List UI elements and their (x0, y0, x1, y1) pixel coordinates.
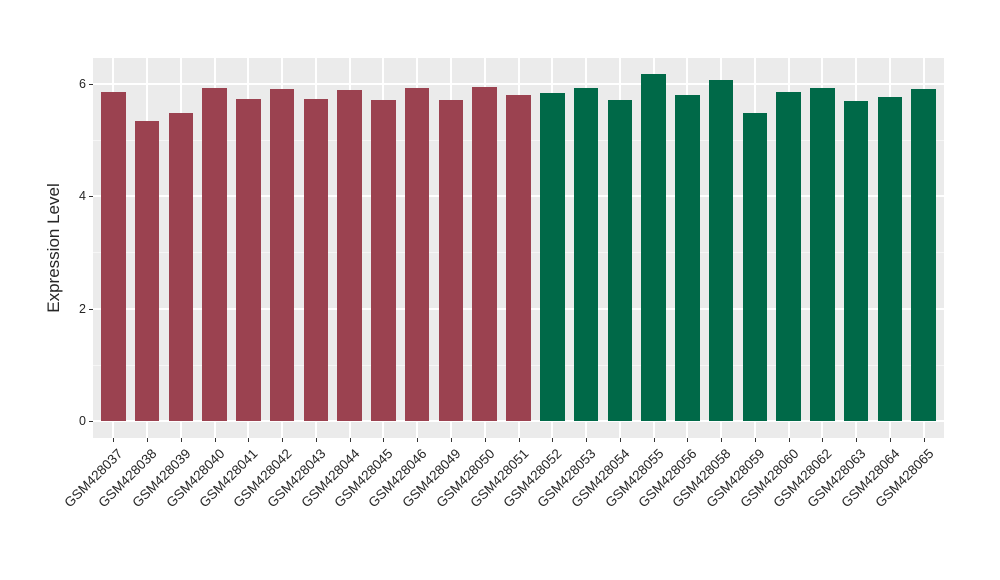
y-tick-label: 0 (79, 414, 86, 428)
y-tick-label: 6 (79, 76, 86, 91)
bar-GSM428055 (641, 74, 666, 421)
y-tick-label: 4 (79, 189, 86, 204)
bar-GSM428043 (303, 99, 329, 421)
x-tick (586, 438, 588, 442)
bar-GSM428065 (911, 89, 937, 421)
bar-GSM428041 (236, 99, 261, 421)
x-tick (889, 438, 891, 442)
bar-GSM428044 (337, 89, 362, 421)
x-tick (754, 438, 756, 442)
bar-GSM428062 (810, 87, 835, 421)
x-tick (383, 438, 385, 442)
y-tick (89, 196, 93, 198)
x-tick (484, 438, 486, 442)
x-tick (214, 438, 216, 442)
x-tick (315, 438, 317, 442)
x-tick (417, 438, 419, 442)
x-tick (619, 438, 621, 442)
bar-GSM428050 (472, 87, 498, 421)
bar-GSM428060 (776, 91, 801, 421)
x-tick (721, 438, 723, 442)
bar-GSM428063 (843, 100, 869, 421)
x-tick (653, 438, 655, 442)
y-axis-title: Expression Level (44, 183, 63, 313)
x-tick (248, 438, 250, 442)
y-tick (89, 421, 93, 422)
bar-GSM428059 (742, 112, 768, 421)
x-tick (552, 438, 554, 442)
x-tick (518, 438, 520, 442)
bar-GSM428049 (438, 100, 464, 421)
bar-GSM428064 (877, 96, 903, 421)
x-tick (113, 438, 115, 442)
x-tick (856, 438, 858, 442)
x-tick (923, 438, 925, 442)
x-tick (450, 438, 452, 442)
bar-GSM428039 (168, 113, 194, 421)
bar-GSM428051 (506, 94, 531, 421)
plot-panel (93, 58, 944, 438)
bar-GSM428052 (539, 92, 565, 421)
bar-GSM428056 (675, 95, 700, 421)
x-tick (687, 438, 689, 442)
x-tick (180, 438, 182, 442)
bar-GSM428058 (708, 80, 734, 421)
x-tick (147, 438, 149, 442)
x-tick (349, 438, 351, 442)
x-tick (822, 438, 824, 442)
y-tick (89, 83, 93, 85)
x-tick (282, 438, 284, 442)
bar-GSM428038 (134, 121, 160, 421)
bar-GSM428045 (371, 100, 396, 421)
x-tick (788, 438, 790, 442)
bar-GSM428040 (202, 88, 227, 421)
bar-GSM428054 (607, 100, 633, 421)
bar-GSM428037 (100, 91, 126, 421)
y-tick (89, 308, 93, 310)
bar-GSM428053 (573, 87, 599, 421)
bar-GSM428042 (269, 89, 295, 421)
y-tick-label: 2 (79, 301, 86, 316)
bar-GSM428046 (404, 88, 430, 421)
